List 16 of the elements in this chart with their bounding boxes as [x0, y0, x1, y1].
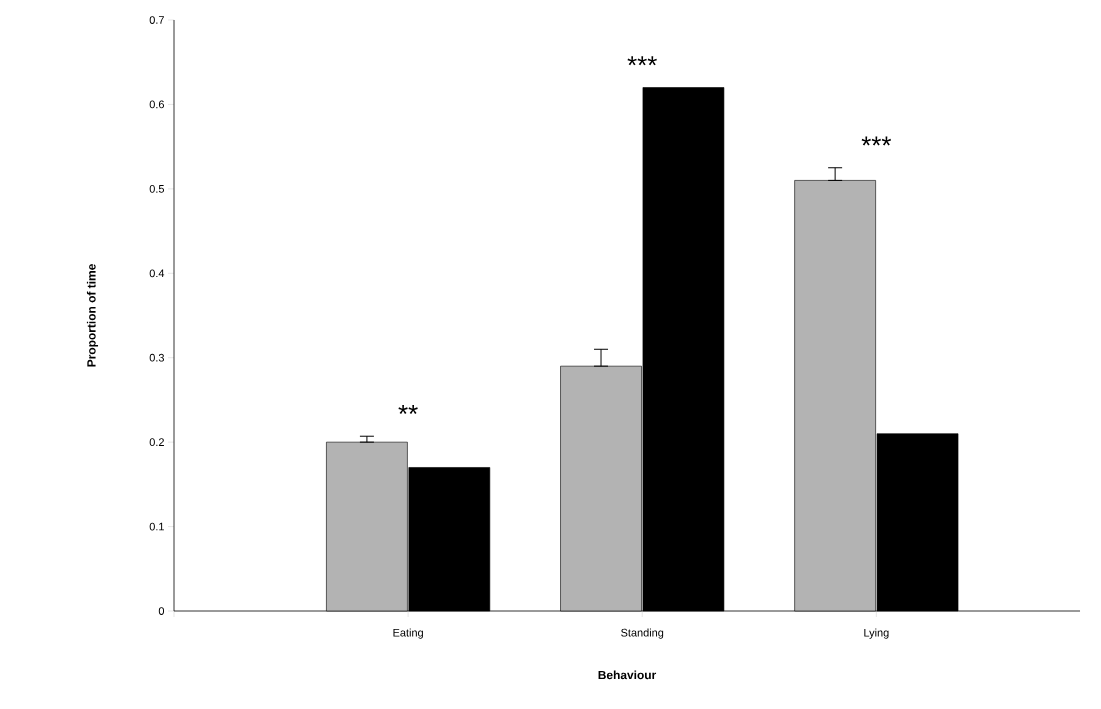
y-tick-label: 0.6	[149, 100, 164, 109]
y-tick-label: 0.5	[149, 184, 165, 193]
y-tick-label: 0.1	[149, 522, 164, 531]
annotation: ***	[861, 136, 892, 146]
x-tick-label: Lying	[864, 628, 889, 639]
y-tick-label: 0.2	[149, 438, 164, 447]
x-tick-label: Eating	[393, 628, 423, 639]
annotation: **	[398, 404, 418, 414]
y-tick-label: 0.4	[149, 269, 165, 278]
y-tick-label: 0.7	[149, 16, 164, 24]
y-tick-label: 0.3	[149, 353, 164, 362]
y-axis-title: Proportion of time	[86, 264, 99, 367]
y-tick-label: 0	[158, 607, 165, 615]
x-axis-title: Behaviour	[598, 670, 657, 680]
x-tick-label: Standing	[621, 628, 664, 639]
annotation: ***	[627, 56, 657, 66]
